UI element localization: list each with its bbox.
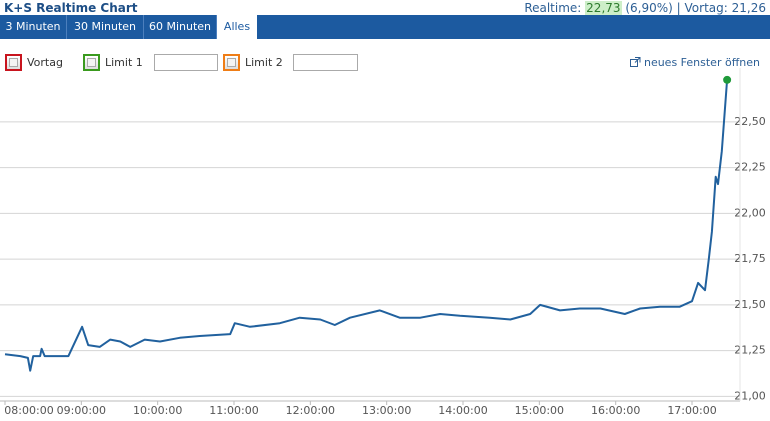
realtime-label: Realtime: [524, 1, 582, 15]
checkbox[interactable] [83, 54, 100, 71]
realtime-value: 22,73 [585, 1, 622, 15]
x-tick-label: 13:00:00 [362, 404, 411, 417]
y-tick-label: 22,50 [734, 115, 766, 128]
x-tick-label: 08:00:00 [4, 404, 53, 417]
tab[interactable]: 30 Minuten [67, 15, 144, 39]
new-window-link[interactable]: neues Fenster öffnen [629, 56, 760, 69]
checkbox-label: Limit 2 [245, 56, 283, 69]
y-tick-label: 21,25 [734, 344, 766, 357]
previous-value: 21,26 [731, 1, 766, 15]
checkbox[interactable] [5, 54, 22, 71]
realtime-change: (6,90%) [625, 1, 673, 15]
x-tick-label: 10:00:00 [133, 404, 182, 417]
price-line [4, 79, 729, 372]
tab[interactable]: 3 Minuten [0, 15, 67, 39]
tab-bar: 3 Minuten 30 Minuten 60 Minuten Alles [0, 15, 770, 41]
checkbox[interactable] [223, 54, 240, 71]
tab[interactable]: 60 Minuten [144, 15, 217, 39]
checkbox-label: Limit 1 [105, 56, 143, 69]
y-tick-label: 21,00 [734, 389, 766, 402]
link-text: neues Fenster öffnen [643, 56, 760, 69]
x-tick-label: 15:00:00 [515, 404, 564, 417]
y-tick-label: 21,50 [734, 298, 766, 311]
y-tick-label: 22,00 [734, 206, 766, 219]
x-tick-label: 09:00:00 [57, 404, 106, 417]
x-tick-label: 16:00:00 [591, 404, 640, 417]
x-tick-label: 14:00:00 [438, 404, 487, 417]
last-point [723, 75, 732, 84]
y-tick-label: 22,25 [734, 161, 766, 174]
y-tick-label: 21,75 [734, 252, 766, 265]
quote: Realtime: 22,73 (6,90%) | Vortag: 21,26 [524, 1, 766, 15]
chart-title: K+S Realtime Chart [4, 1, 138, 15]
x-tick-label: 11:00:00 [209, 404, 258, 417]
x-tick-label: 17:00:00 [667, 404, 716, 417]
text-input[interactable] [293, 54, 358, 71]
previous-label: | Vortag: [676, 1, 728, 15]
external-icon [629, 57, 641, 67]
text-input[interactable] [154, 54, 218, 71]
checkbox-label: Vortag [27, 56, 63, 69]
tab-active[interactable]: Alles [217, 15, 257, 41]
x-tick-label: 12:00:00 [286, 404, 335, 417]
